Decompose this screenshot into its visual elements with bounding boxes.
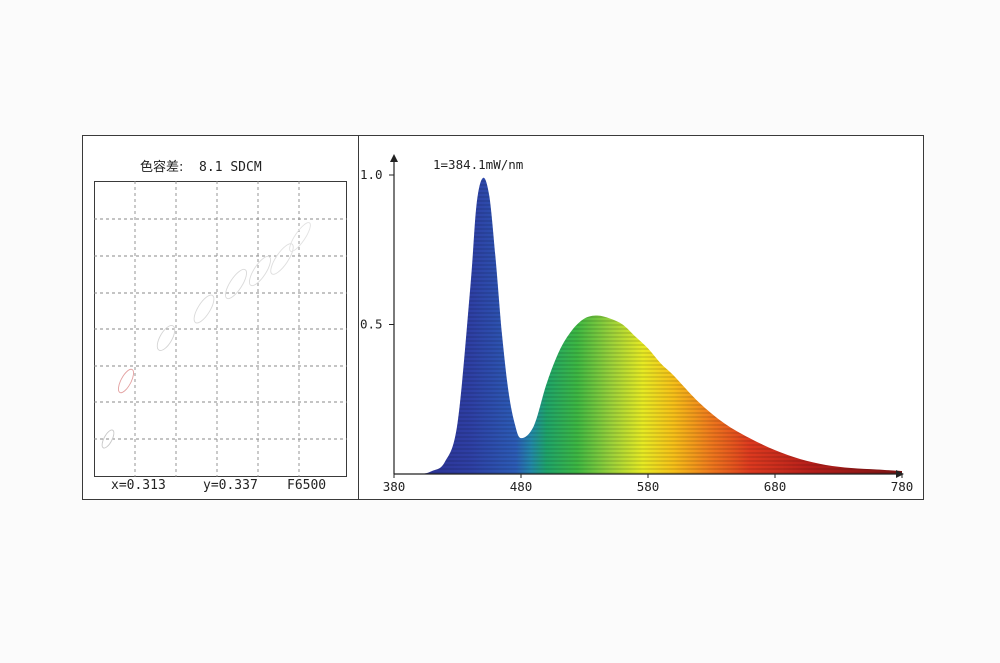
x-tick-label: 480: [510, 479, 533, 494]
macadam-ellipse: [289, 222, 311, 252]
macadam-ellipse: [225, 268, 247, 300]
y-coordinate: y=0.337: [203, 478, 258, 493]
cie-grid: [94, 181, 347, 477]
spectrum-chart: 0.5 1.0 380 480 580 680 780 1=384.1mW/nm: [360, 154, 914, 494]
x-tick-label: 780: [891, 479, 914, 494]
x-tick-label: 380: [383, 479, 406, 494]
macadam-ellipse: [101, 429, 115, 449]
x-tick-label: 680: [764, 479, 787, 494]
sdcm-label: 色容差:: [140, 160, 184, 175]
reference-illuminant: F6500: [287, 478, 327, 493]
panel-divider: [358, 135, 359, 500]
y-axis-arrow: [390, 154, 398, 162]
spectrum-texture: [394, 177, 902, 474]
y-tick-label: 0.5: [360, 317, 383, 332]
sdcm-value: 8.1 SDCM: [199, 160, 262, 175]
y-tick-label: 1.0: [360, 167, 383, 182]
macadam-ellipse: [118, 368, 134, 394]
cie-title: 色容差: 8.1 SDCM: [140, 156, 262, 175]
macadam-ellipse: [193, 294, 215, 324]
macadam-ellipse: [156, 325, 176, 351]
macadam-ellipse: [249, 255, 271, 287]
peak-annotation: 1=384.1mW/nm: [433, 157, 523, 172]
x-axis-arrow: [896, 470, 904, 478]
macadam-ellipse: [270, 243, 294, 275]
x-coordinate: x=0.313: [111, 478, 166, 493]
x-tick-label: 580: [637, 479, 660, 494]
